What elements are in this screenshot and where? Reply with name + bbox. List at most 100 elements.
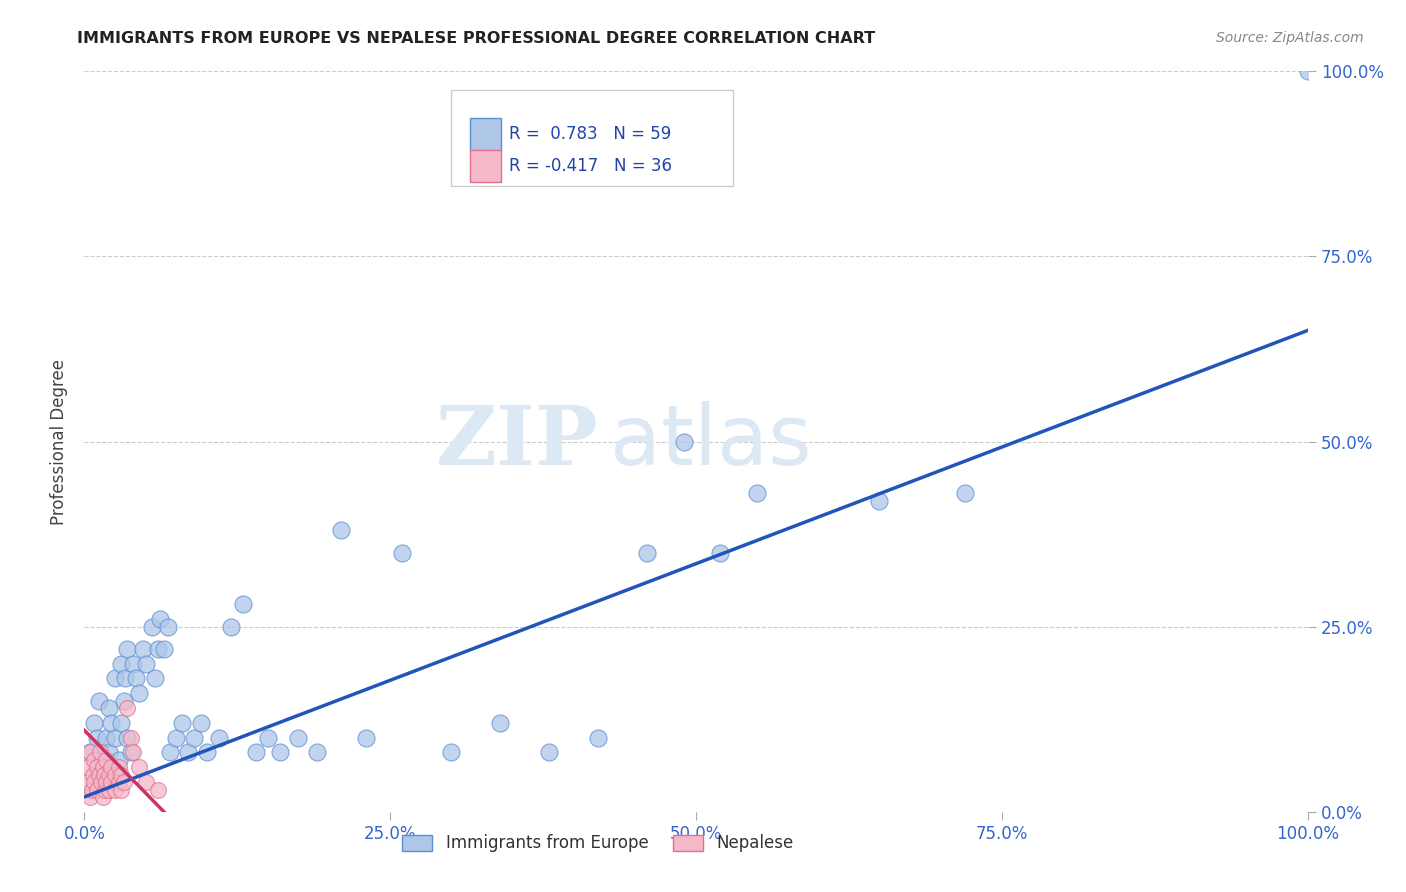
Point xyxy=(120,731,142,745)
Point xyxy=(82,767,104,781)
Point xyxy=(96,775,118,789)
Point xyxy=(83,753,105,767)
Point xyxy=(115,701,138,715)
Point xyxy=(114,672,136,686)
Point xyxy=(636,546,658,560)
Point xyxy=(110,782,132,797)
Point xyxy=(135,775,157,789)
Point xyxy=(86,760,108,774)
Point xyxy=(190,715,212,730)
Point xyxy=(96,753,118,767)
Point xyxy=(257,731,280,745)
Point xyxy=(100,715,122,730)
Point xyxy=(709,546,731,560)
Point xyxy=(953,486,976,500)
Point xyxy=(143,672,166,686)
Point xyxy=(149,612,172,626)
Point xyxy=(79,746,101,760)
Point xyxy=(115,731,138,745)
Point xyxy=(128,686,150,700)
Point xyxy=(107,760,129,774)
Text: R =  0.783   N = 59: R = 0.783 N = 59 xyxy=(509,125,671,144)
Point xyxy=(135,657,157,671)
Point xyxy=(77,760,100,774)
Point xyxy=(269,746,291,760)
Legend: Immigrants from Europe, Nepalese: Immigrants from Europe, Nepalese xyxy=(395,828,800,859)
Point xyxy=(100,775,122,789)
Point xyxy=(93,767,115,781)
Point xyxy=(159,746,181,760)
Point xyxy=(97,782,120,797)
Point xyxy=(87,767,110,781)
Point xyxy=(112,694,135,708)
Point xyxy=(538,746,561,760)
Point xyxy=(869,493,891,508)
Text: ZIP: ZIP xyxy=(436,401,598,482)
Point xyxy=(146,641,169,656)
Point xyxy=(110,715,132,730)
Point xyxy=(110,657,132,671)
Point xyxy=(128,760,150,774)
Point xyxy=(104,672,127,686)
Point xyxy=(110,767,132,781)
Point xyxy=(141,619,163,633)
Point xyxy=(747,486,769,500)
Point xyxy=(489,715,512,730)
Point xyxy=(1296,64,1319,78)
Point xyxy=(91,789,114,804)
Point xyxy=(153,641,176,656)
Point xyxy=(100,760,122,774)
Point xyxy=(80,782,103,797)
Point xyxy=(94,782,117,797)
Point xyxy=(354,731,377,745)
Point xyxy=(440,746,463,760)
Y-axis label: Professional Degree: Professional Degree xyxy=(51,359,69,524)
Point xyxy=(391,546,413,560)
Point xyxy=(76,775,98,789)
Text: IMMIGRANTS FROM EUROPE VS NEPALESE PROFESSIONAL DEGREE CORRELATION CHART: IMMIGRANTS FROM EUROPE VS NEPALESE PROFE… xyxy=(77,31,876,46)
Point xyxy=(97,701,120,715)
Point xyxy=(208,731,231,745)
Point xyxy=(83,775,105,789)
Point xyxy=(195,746,218,760)
Point xyxy=(104,731,127,745)
Point xyxy=(287,731,309,745)
Text: R = -0.417   N = 36: R = -0.417 N = 36 xyxy=(509,157,672,175)
Point xyxy=(122,746,145,760)
Point xyxy=(165,731,187,745)
Point xyxy=(96,731,118,745)
Point xyxy=(177,746,200,760)
Point xyxy=(125,672,148,686)
Point xyxy=(79,746,101,760)
Point xyxy=(89,746,111,760)
Point xyxy=(91,760,114,774)
Point xyxy=(107,753,129,767)
Point xyxy=(90,775,112,789)
Point xyxy=(91,753,114,767)
Point xyxy=(115,641,138,656)
Point xyxy=(172,715,194,730)
Point xyxy=(586,731,609,745)
Point xyxy=(97,767,120,781)
Point xyxy=(86,782,108,797)
Point xyxy=(219,619,242,633)
Point xyxy=(120,746,142,760)
Point xyxy=(232,598,254,612)
Point xyxy=(672,434,695,449)
Point xyxy=(245,746,267,760)
FancyBboxPatch shape xyxy=(470,118,502,151)
Point xyxy=(83,715,105,730)
Point xyxy=(122,657,145,671)
Point xyxy=(132,641,155,656)
FancyBboxPatch shape xyxy=(451,90,733,186)
Point xyxy=(112,775,135,789)
Point xyxy=(86,731,108,745)
Point xyxy=(107,775,129,789)
Point xyxy=(183,731,205,745)
Point xyxy=(79,789,101,804)
Point xyxy=(104,782,127,797)
Point xyxy=(97,746,120,760)
Point xyxy=(87,694,110,708)
Point xyxy=(104,767,127,781)
Text: Source: ZipAtlas.com: Source: ZipAtlas.com xyxy=(1216,31,1364,45)
